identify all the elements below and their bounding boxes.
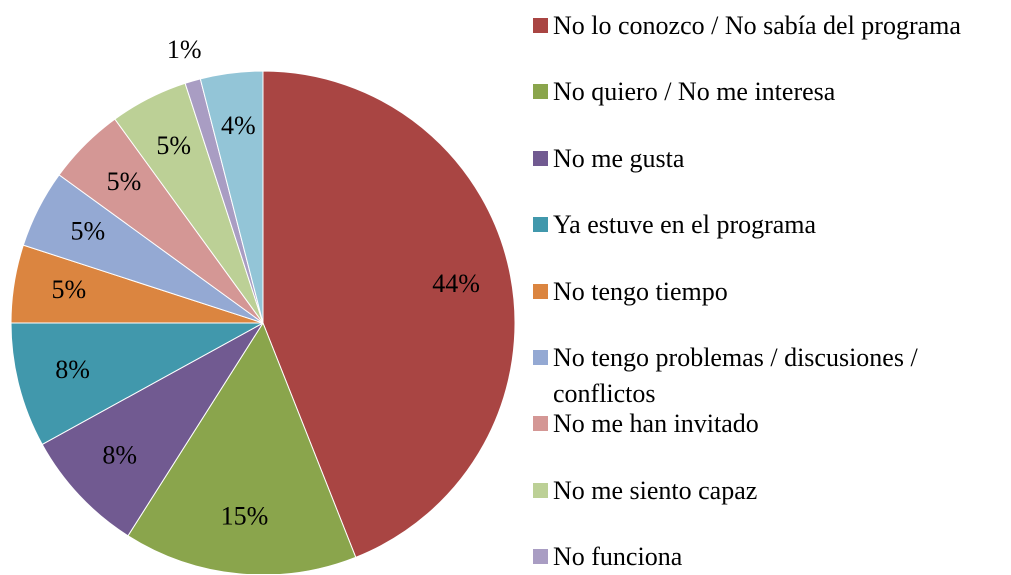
- legend-entry: No tengo problemas / discusiones / confl…: [533, 340, 1003, 412]
- legend-entry: No me gusta: [533, 141, 1003, 177]
- legend-entry: No me han invitado: [533, 406, 1003, 442]
- pie-slice: [41, 322, 264, 537]
- data-label: 5%: [52, 275, 87, 304]
- legend-label: No funciona: [553, 542, 683, 572]
- pie-slice: [199, 70, 264, 324]
- pie-slice: [262, 70, 516, 558]
- legend-label: No me gusta: [553, 143, 685, 173]
- legend-entry: No quiero / No me interesa: [533, 74, 1003, 110]
- legend-swatch: [533, 482, 548, 498]
- data-label: 8%: [102, 441, 137, 470]
- legend-label: No lo conozco / No sabía del programa: [553, 11, 961, 40]
- legend-swatch: [533, 549, 548, 565]
- legend-swatch: [533, 18, 548, 33]
- data-label: 8%: [55, 355, 90, 384]
- data-label: 5%: [156, 131, 191, 160]
- legend-label: No me siento capaz: [553, 475, 758, 505]
- legend-entry: No me siento capaz: [533, 473, 1003, 509]
- data-label: 44%: [432, 269, 480, 298]
- data-label: 4%: [221, 111, 256, 140]
- legend-swatch: [533, 350, 548, 365]
- data-label: 1%: [167, 35, 202, 64]
- legend-swatch: [533, 416, 548, 432]
- data-label: 5%: [71, 217, 106, 246]
- legend-label: Ya estuve en el programa: [553, 210, 817, 240]
- legend-label: No tengo tiempo: [553, 276, 728, 306]
- legend-swatch: [533, 217, 548, 233]
- legend-swatch: [533, 283, 548, 299]
- data-label: 15%: [221, 502, 269, 531]
- legend-entry: No tengo tiempo: [533, 274, 1003, 310]
- legend-swatch: [533, 84, 548, 100]
- legend-entry: No lo conozco / No sabía del programa: [533, 8, 1003, 44]
- data-label: 5%: [107, 167, 142, 196]
- legend-entry: No funciona: [533, 539, 1003, 575]
- legend-label: No me han invitado: [553, 409, 759, 439]
- pie-slice: [10, 322, 264, 446]
- legend-swatch: [533, 150, 548, 166]
- legend-label: No quiero / No me interesa: [553, 77, 836, 107]
- legend-label: No tengo problemas / discusiones / confl…: [553, 343, 918, 408]
- legend-entry: Ya estuve en el programa: [533, 207, 1003, 243]
